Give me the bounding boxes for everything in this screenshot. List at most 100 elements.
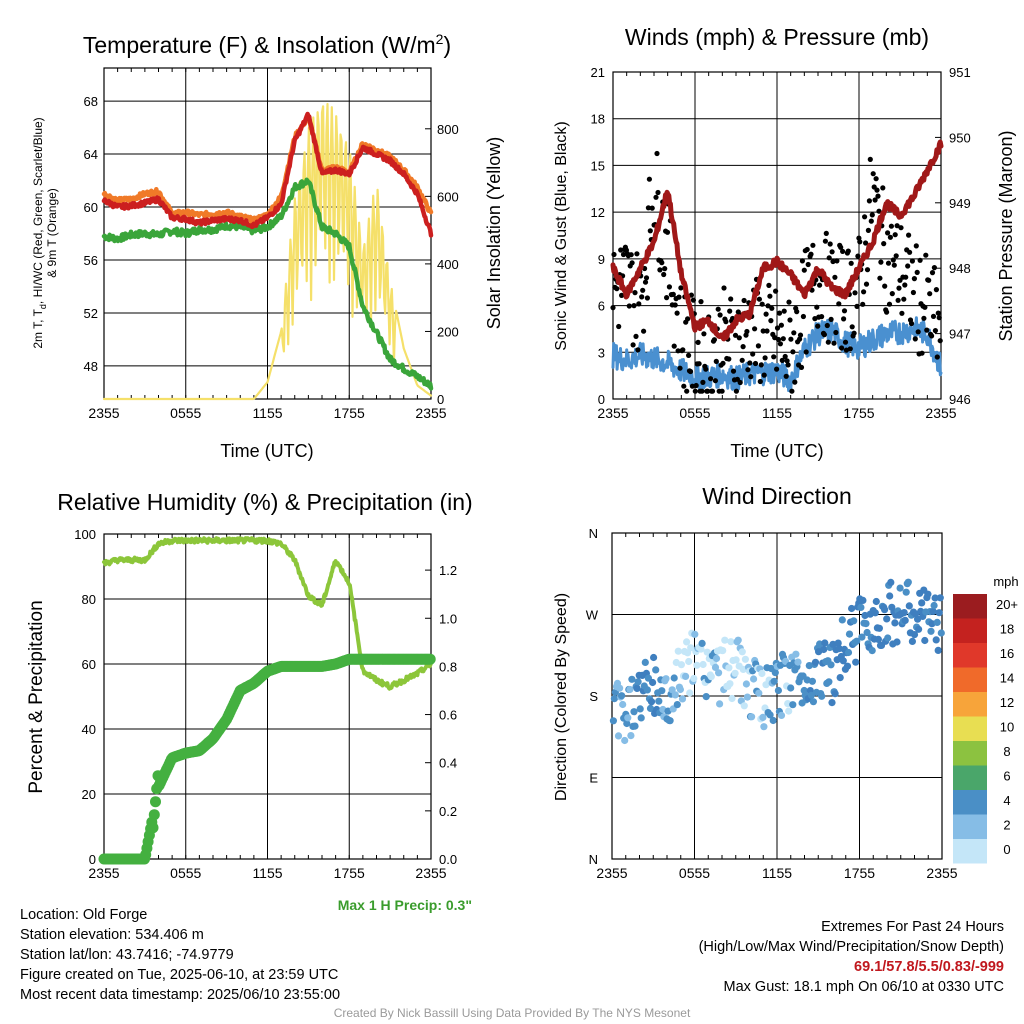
wind-gust-point: [815, 323, 821, 329]
wind-gust-point: [647, 228, 653, 234]
wind-ytick-label: 12: [591, 205, 605, 220]
wind-gust-point: [789, 388, 795, 394]
wind-gust-point: [810, 242, 816, 248]
dir-point: [662, 675, 670, 683]
temp-ytick-label: 48: [84, 359, 98, 374]
dir-point: [935, 609, 943, 617]
rh-y2tick-label: 0.4: [439, 756, 457, 771]
wind-gust-point: [701, 331, 707, 337]
wind-gust-point: [868, 218, 874, 224]
dir-point: [839, 657, 847, 665]
wind-gust-point: [681, 383, 687, 389]
dir-point: [738, 648, 746, 656]
credit-line: Created By Nick Bassill Using Data Provi…: [333, 1006, 691, 1020]
dir-point: [848, 604, 856, 613]
wind-gust-point: [765, 303, 771, 309]
wind-gust-point: [819, 314, 825, 320]
temp-y2tick-label: 0: [437, 392, 444, 407]
dir-point: [727, 638, 735, 646]
wind-gust-point: [745, 367, 751, 373]
dir-point: [732, 656, 740, 664]
dir-point: [614, 732, 623, 740]
dir-xtick-label: 2355: [596, 865, 627, 881]
wind-gust-point: [723, 319, 729, 325]
dir-point: [666, 717, 674, 725]
wind-gust-point: [726, 356, 732, 362]
dir-point: [677, 661, 686, 669]
wind-ytick-label: 3: [598, 345, 605, 360]
temp-xtick-label: 1155: [252, 405, 282, 421]
wind-gust-point: [737, 379, 743, 386]
wind-gust-point: [929, 270, 936, 276]
dir-point: [858, 633, 866, 641]
dir-point: [893, 638, 901, 646]
dir-point: [921, 636, 929, 645]
dir-legend-swatch: [953, 667, 987, 692]
wind-gust-point: [727, 308, 733, 314]
wind-gust-point: [657, 267, 663, 273]
wind-gust-point: [926, 277, 932, 283]
wind-gust-point: [862, 214, 868, 220]
rh-precip-point: [148, 809, 160, 821]
dir-point: [924, 590, 932, 598]
wind-gust-point: [781, 308, 787, 314]
dir-point: [670, 674, 678, 682]
dir-point: [748, 713, 756, 721]
dir-point: [789, 701, 797, 709]
dir-point: [621, 736, 629, 745]
wind-gust-point: [923, 252, 929, 258]
dir-point: [715, 669, 723, 677]
dir-point: [712, 654, 721, 663]
wind-gust-point: [703, 366, 709, 372]
dir-point: [698, 639, 706, 648]
dir-point: [633, 684, 641, 693]
dir-point: [902, 588, 910, 596]
wind-gust-point: [903, 274, 909, 280]
dir-point: [845, 630, 854, 638]
wind-gust-point: [884, 309, 890, 315]
figure-created: Figure created on Tue, 2025-06-10, at 23…: [20, 967, 339, 983]
dir-point: [631, 722, 639, 730]
wind-gust-point: [805, 261, 811, 268]
temp-xtick-label: 0555: [170, 405, 201, 421]
dir-legend-label: 20+: [996, 597, 1018, 612]
dir-legend-label: 2: [1003, 818, 1010, 833]
rh-title: Relative Humidity (%) & Precipitation (i…: [57, 489, 472, 515]
wind-gust-point: [619, 292, 625, 298]
dir-legend-swatch: [953, 692, 987, 717]
wind-gust-point: [747, 360, 753, 366]
wind-gust-point: [662, 266, 668, 272]
wind-speed-line: [611, 316, 943, 393]
wind-gust-point: [756, 296, 763, 302]
dir-point: [811, 658, 820, 666]
wind-gust-point: [836, 301, 842, 307]
dir-point: [868, 647, 876, 655]
wind-gust-point: [771, 354, 777, 360]
wind-gust-point: [896, 285, 902, 291]
dir-point: [671, 691, 679, 699]
dir-point: [731, 669, 739, 677]
wind-gust-point: [797, 336, 803, 342]
wind-gust-point: [632, 290, 638, 296]
wind-gust-point: [639, 294, 645, 300]
dir-point: [641, 658, 649, 667]
wind-gust-point: [775, 336, 782, 343]
wind-gust-point: [680, 347, 686, 353]
wind-gust-point: [860, 301, 866, 307]
dir-point: [693, 661, 701, 669]
station-latlon: Station lat/lon: 43.7416; -74.9779: [20, 947, 234, 963]
dir-legend-swatch: [953, 618, 987, 643]
wind-gust-point: [817, 282, 823, 288]
wind-gust-point: [908, 320, 915, 327]
wind-gust-point: [744, 328, 750, 335]
dir-point: [934, 646, 942, 655]
wind-gust-point: [797, 332, 804, 338]
wind-gust-point: [780, 336, 786, 342]
dir-point: [820, 645, 828, 654]
rh-ytick-label: 80: [82, 592, 96, 607]
wind-gust-point: [927, 291, 933, 297]
rh-ytick-label: 100: [74, 527, 96, 542]
dir-point: [650, 653, 658, 662]
wind-gust-point: [699, 388, 705, 394]
dir-point: [658, 687, 666, 695]
